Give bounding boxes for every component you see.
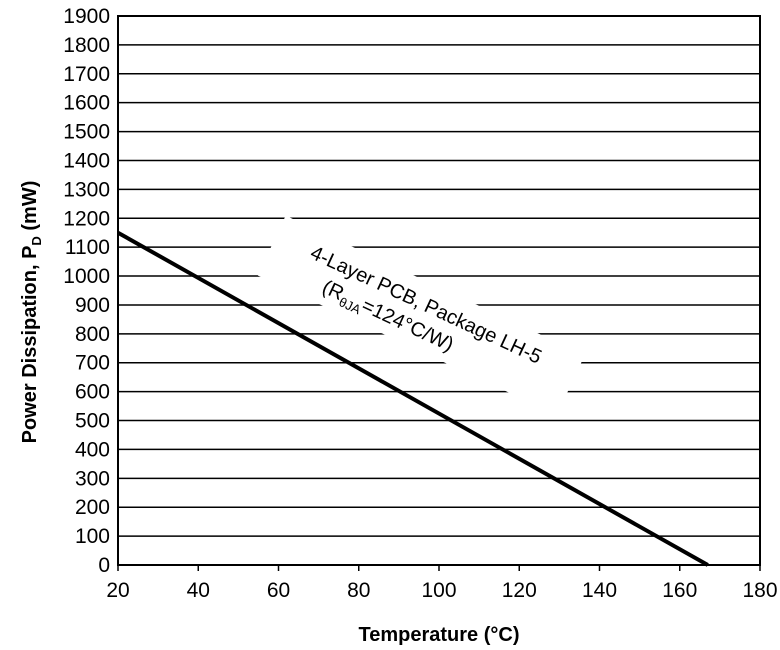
y-tick-label: 100 bbox=[75, 525, 110, 548]
y-tick-label: 600 bbox=[75, 381, 110, 404]
y-tick-label: 900 bbox=[75, 294, 110, 317]
y-axis-title: Power Dissipation, PD (mW) bbox=[19, 181, 44, 444]
y-tick-label: 1600 bbox=[63, 92, 110, 115]
y-axis-title-subscript: D bbox=[29, 236, 44, 245]
y-tick-label: 1500 bbox=[63, 121, 110, 144]
y-tick-label: 1700 bbox=[63, 63, 110, 86]
y-tick-label: 1000 bbox=[63, 265, 110, 288]
annotation-group: 4-Layer PCB, Package LH-5 (RθJA=124°C/W) bbox=[257, 215, 585, 415]
y-tick-label: 1800 bbox=[63, 34, 110, 57]
x-tick-label: 140 bbox=[582, 579, 617, 602]
y-tick-label: 1100 bbox=[65, 236, 110, 259]
series-line bbox=[117, 230, 709, 567]
x-tick-label: 60 bbox=[267, 579, 290, 602]
x-tick-label: 180 bbox=[742, 579, 777, 602]
x-tick-label: 40 bbox=[187, 579, 210, 602]
y-tick-labels: 0 100 200 300 400 500 600 700 800 900 1000 1100 1200… bbox=[63, 5, 110, 577]
x-axis-title: Temperature (°C) bbox=[359, 624, 520, 646]
y-axis-title-prefix: Power Dissipation, P bbox=[19, 246, 41, 444]
y-tick-label: 300 bbox=[75, 467, 110, 490]
y-tick-label: 1900 bbox=[63, 5, 110, 28]
plot-frame bbox=[117, 15, 761, 566]
y-tick-label: 200 bbox=[75, 496, 110, 519]
y-tick-label: 0 bbox=[98, 554, 110, 577]
x-tick-label: 120 bbox=[502, 579, 537, 602]
x-tick-labels: 20 40 60 80 100 120 140 160 180 bbox=[106, 565, 778, 602]
y-tick-label: 800 bbox=[75, 323, 110, 346]
y-tick-label: 1400 bbox=[63, 149, 110, 172]
x-tick-label: 100 bbox=[421, 579, 456, 602]
horizontal-gridlines bbox=[118, 15, 760, 566]
y-tick-label: 500 bbox=[75, 410, 110, 433]
y-axis-title-suffix: (mW) bbox=[19, 181, 41, 237]
y-tick-label: 1200 bbox=[63, 207, 110, 230]
y-tick-label: 700 bbox=[75, 352, 110, 375]
annotation-background bbox=[257, 215, 585, 415]
x-tick-label: 80 bbox=[347, 579, 370, 602]
x-tick-label: 160 bbox=[662, 579, 697, 602]
x-tick-label: 20 bbox=[106, 579, 129, 602]
y-tick-label: 400 bbox=[75, 438, 110, 461]
y-tick-label: 1300 bbox=[63, 178, 110, 201]
